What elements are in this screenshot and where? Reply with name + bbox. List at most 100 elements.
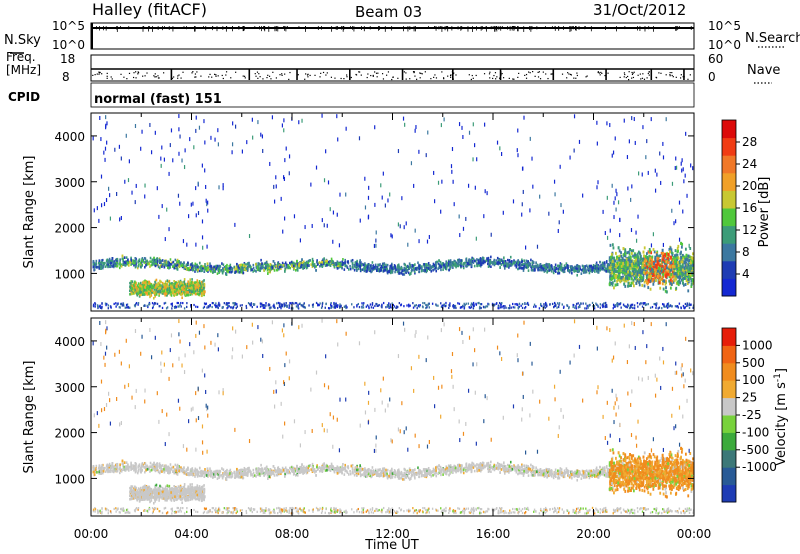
power-echo: [144, 283, 146, 286]
power-echo: [474, 259, 476, 263]
power-echo: [426, 264, 428, 268]
power-echo: [667, 267, 670, 271]
power-echo: [184, 294, 187, 297]
power-echo: [497, 262, 499, 266]
power-echo: [402, 269, 404, 272]
power-echo: [550, 269, 553, 273]
power-echo: [557, 267, 559, 271]
power-echo: [210, 267, 212, 270]
power-echo: [668, 254, 671, 258]
nave-point: [537, 76, 540, 78]
power-echo: [521, 258, 523, 262]
power-echo: [173, 292, 175, 296]
nave-point: [305, 73, 307, 75]
power-echo: [209, 262, 211, 266]
power-echo: [216, 272, 219, 275]
nave-point: [679, 77, 682, 79]
power-echo: [648, 247, 651, 251]
power-echo: [143, 281, 146, 285]
power-echo: [329, 264, 332, 267]
power-echo: [120, 264, 123, 268]
power-echo: [169, 292, 172, 295]
power-echo: [481, 261, 483, 265]
power-echo: [486, 257, 488, 260]
power-echo: [314, 265, 316, 269]
power-echo: [322, 259, 325, 263]
power-echo: [557, 270, 560, 273]
nave-point: [633, 71, 635, 73]
power-echo: [177, 280, 180, 283]
power-echo: [147, 283, 150, 286]
nave-point: [443, 78, 445, 80]
power-echo: [548, 263, 551, 266]
power-echo: [440, 263, 443, 267]
power-echo: [649, 279, 652, 283]
power-echo: [666, 266, 668, 270]
nave-point: [262, 78, 264, 80]
power-echo: [518, 266, 521, 270]
power-echo: [218, 270, 221, 273]
nave-point: [496, 76, 498, 78]
power-echo: [426, 269, 428, 272]
power-echo: [463, 262, 465, 265]
power-echo: [322, 262, 325, 266]
power-echo: [384, 268, 387, 272]
power-echo: [157, 283, 159, 287]
power-echo: [503, 267, 506, 270]
nave-point: [194, 73, 197, 75]
power-echo: [632, 254, 634, 258]
power-echo: [174, 258, 177, 262]
power-echo: [191, 290, 194, 293]
nave-point: [153, 75, 155, 77]
power-echo: [277, 265, 280, 269]
power-echo: [659, 254, 662, 258]
nave-point: [111, 78, 113, 80]
nave-point: [575, 77, 577, 79]
power-echo: [133, 263, 135, 267]
power-echo: [680, 245, 683, 249]
power-echo: [499, 261, 501, 265]
power-echo: [324, 261, 326, 265]
power-echo: [633, 259, 636, 263]
power-echo: [160, 262, 163, 266]
power-echo: [448, 268, 450, 272]
power-echo: [602, 262, 605, 266]
power-echo: [470, 264, 473, 267]
power-echo: [194, 264, 196, 268]
power-echo: [161, 265, 163, 268]
power-echo: [147, 280, 150, 284]
power-echo: [144, 257, 147, 261]
power-echo: [557, 264, 560, 268]
nave-point: [532, 71, 534, 73]
nave-point: [346, 74, 348, 76]
power-echo: [159, 290, 161, 294]
nave-point: [358, 71, 360, 73]
power-echo: [660, 277, 662, 281]
power-echo: [650, 251, 653, 255]
nave-point: [397, 77, 399, 79]
power-echo: [302, 267, 304, 270]
power-echo: [675, 286, 678, 290]
power-echo: [196, 270, 199, 273]
cpid-label: CPID: [8, 90, 40, 104]
power-echo: [266, 268, 269, 272]
power-echo: [287, 264, 290, 267]
nave-point: [257, 77, 259, 79]
power-echo: [626, 251, 629, 255]
power-echo: [172, 260, 175, 264]
power-echo: [220, 269, 223, 272]
power-echo: [366, 269, 368, 272]
power-echo: [144, 279, 146, 283]
power-echo: [181, 290, 183, 293]
power-echo: [231, 270, 234, 273]
power-echo: [439, 265, 442, 268]
power-echo: [237, 265, 240, 269]
power-echo: [420, 269, 423, 273]
power-echo: [372, 268, 374, 271]
nave-point: [566, 77, 568, 79]
power-echo: [544, 266, 546, 270]
power-echo: [171, 285, 173, 288]
power-echo: [287, 266, 290, 269]
power-echo: [147, 285, 150, 289]
power-echo: [638, 251, 641, 255]
